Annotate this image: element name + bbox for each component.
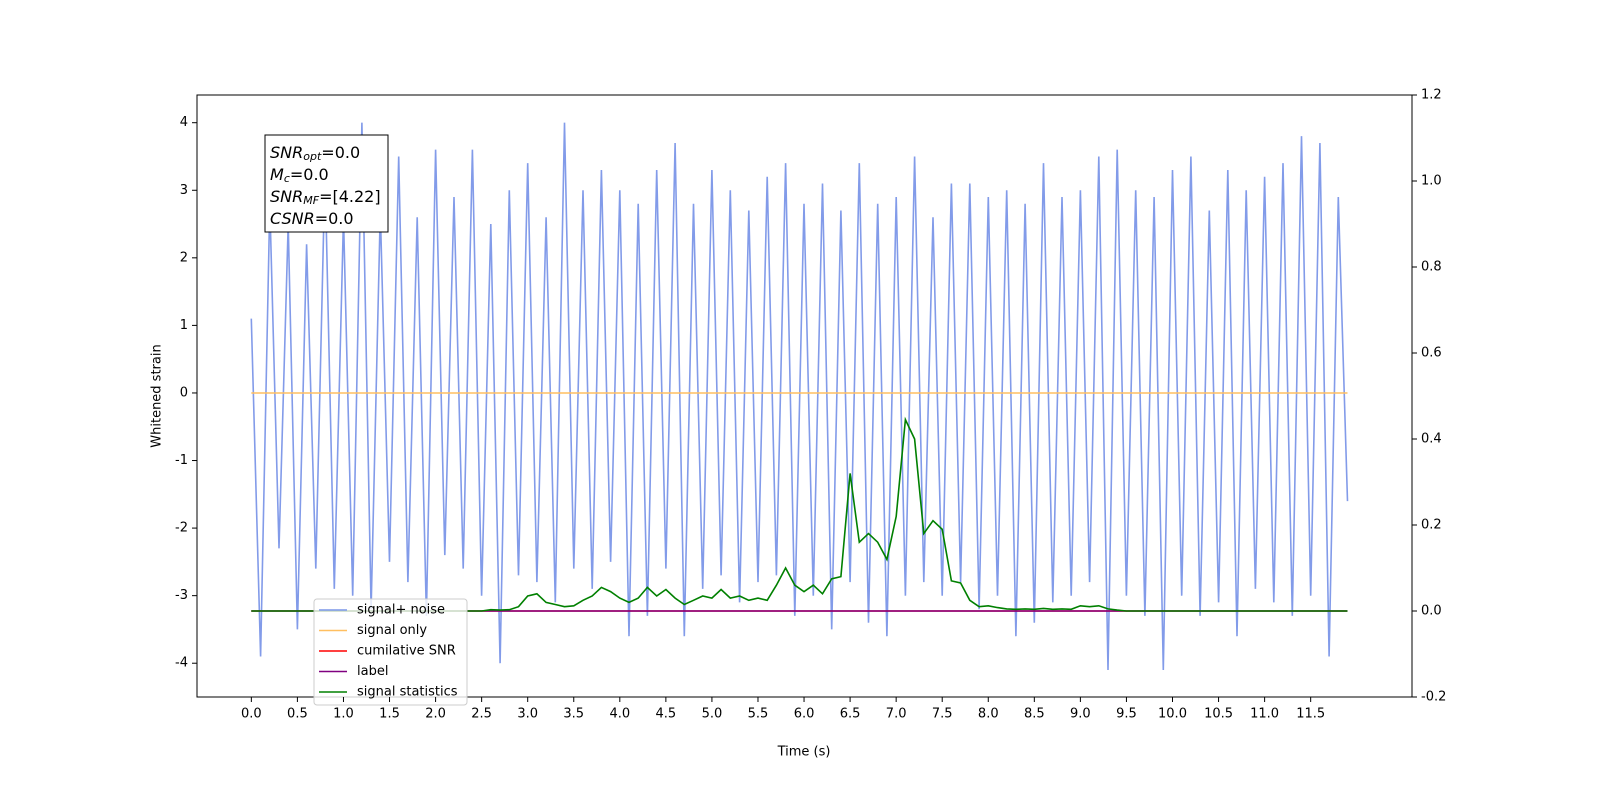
x-tick-label: 8.5 [1024, 707, 1045, 722]
y2-tick-label: -0.2 [1421, 690, 1446, 705]
x-tick-label: 0.0 [241, 707, 262, 722]
legend-label: label [357, 664, 388, 679]
x-tick-label: 6.5 [840, 707, 861, 722]
y2-tick-label: 0.8 [1421, 260, 1442, 275]
x-tick-label: 0.5 [287, 707, 308, 722]
legend: signal+ noise signal only cumilative SNR la… [313, 598, 468, 706]
y2-tick-label: 0.4 [1421, 432, 1442, 447]
annotation-rest: =0.0 [321, 143, 360, 162]
annotation-main: M [270, 165, 284, 184]
x-tick-label: 9.0 [1070, 707, 1091, 722]
x-tick-label: 1.0 [333, 707, 354, 722]
annotation-main: CSNR [270, 209, 315, 228]
y-tick-label: -1 [175, 453, 188, 468]
annotation-sub: MF [303, 194, 319, 207]
annotation-box [264, 134, 389, 233]
y2-tick-label: 1.2 [1421, 88, 1442, 103]
y2-tick-label: 1.0 [1421, 174, 1442, 189]
x-tick-label: 2.5 [471, 707, 492, 722]
x-tick-label: 3.5 [563, 707, 584, 722]
y2-tick-label: 0.2 [1421, 518, 1442, 533]
legend-box [313, 598, 468, 706]
x-tick-label: 4.5 [656, 707, 677, 722]
y2-tick-label: 0.0 [1421, 604, 1442, 619]
legend-label: signal only [357, 623, 427, 638]
legend-label: signal+ noise [357, 603, 445, 618]
x-tick-label: 2.0 [425, 707, 446, 722]
x-tick-label: 5.0 [702, 707, 723, 722]
legend-label: cumilative SNR [357, 644, 456, 659]
x-tick-label: 7.0 [886, 707, 907, 722]
y-tick-label: 0 [180, 385, 188, 400]
annotation-line: SNRMF=[4.22] [270, 187, 381, 208]
x-tick-label: 10.0 [1158, 707, 1187, 722]
x-tick-label: 4.0 [609, 707, 630, 722]
annotation-main: SNR [270, 143, 303, 162]
plot-area [250, 122, 1349, 671]
y2-tick-label: 0.6 [1421, 346, 1442, 361]
series-line [250, 122, 1349, 671]
x-tick-label: 11.5 [1296, 707, 1325, 722]
x-axis-label: Time (s) [777, 745, 831, 760]
x-tick-label: 7.5 [932, 707, 953, 722]
annotation-rest: =[4.22] [319, 187, 381, 206]
y-tick-label: 3 [180, 183, 188, 198]
annotation-rest: =0.0 [290, 165, 329, 184]
annotation-line: CSNR=0.0 [270, 209, 354, 228]
x-tick-label: 9.5 [1116, 707, 1137, 722]
x-tick-label: 5.5 [748, 707, 769, 722]
y-tick-label: -4 [175, 656, 188, 671]
legend-label: signal statistics [357, 685, 458, 700]
annotation-line: Mc=0.0 [270, 165, 329, 186]
x-tick-label: 11.0 [1250, 707, 1279, 722]
annotation-rest: =0.0 [315, 209, 354, 228]
y-axis-label: Whitened strain [150, 344, 165, 447]
x-tick-label: 1.5 [379, 707, 400, 722]
x-tick-label: 8.0 [978, 707, 999, 722]
x-tick-label: 6.0 [794, 707, 815, 722]
y-tick-label: -2 [175, 521, 188, 536]
y-tick-label: 2 [180, 250, 188, 265]
y-tick-label: 1 [180, 318, 188, 333]
x-tick-label: 10.5 [1204, 707, 1233, 722]
x-tick-label: 3.0 [517, 707, 538, 722]
y-tick-label: -3 [175, 588, 188, 603]
annotation-sub: c [284, 172, 290, 185]
annotation-main: SNR [270, 187, 303, 206]
annotation-line: SNRopt=0.0 [270, 143, 360, 164]
y-tick-label: 4 [180, 115, 188, 130]
annotation-sub: opt [303, 150, 322, 163]
